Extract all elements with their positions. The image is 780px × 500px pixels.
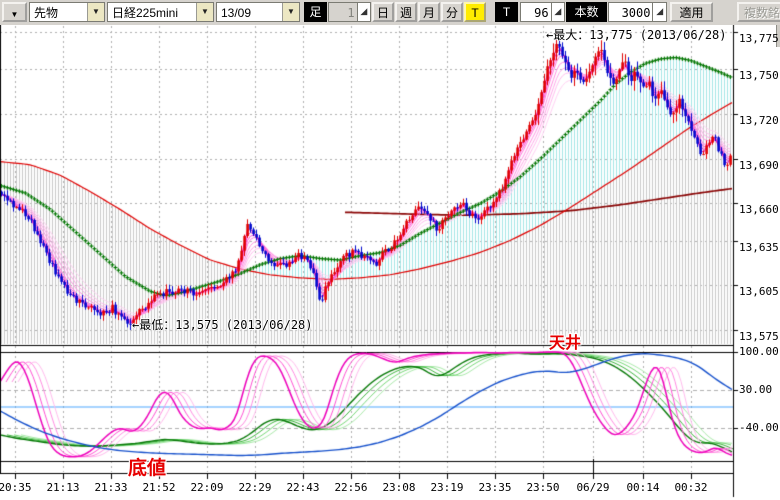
price-axis-label: 13,775 xyxy=(739,32,779,45)
spinner-icon[interactable]: ◢ xyxy=(653,2,667,22)
apply-button[interactable]: 適用 xyxy=(670,2,713,22)
time-axis-label: 23:08 xyxy=(382,481,416,494)
time-axis-label: 22:56 xyxy=(334,481,368,494)
time-axis-label: 21:52 xyxy=(142,481,176,494)
chevron-down-icon: ▼ xyxy=(10,10,19,19)
spinner-icon[interactable]: ◢ xyxy=(357,2,371,22)
toolbar: ▼ 先物 ▼ 日経225mini ▼ 13/09 ▼ 足 1 ◢ 日 週 月 分… xyxy=(0,0,780,26)
window-edge-fragment xyxy=(776,25,780,47)
period-week-button[interactable]: 週 xyxy=(395,2,417,22)
price-axis-label: 13,660 xyxy=(739,203,779,217)
time-axis-label: 00:32 xyxy=(674,481,708,494)
interval-stepper[interactable]: 1 ◢ xyxy=(328,2,371,22)
time-axis-label: 22:09 xyxy=(190,481,224,494)
price-axis-label: 13,575 xyxy=(739,330,779,343)
contract-month-value: 13/09 xyxy=(221,6,252,20)
symbol-select[interactable]: 日経225mini ▼ xyxy=(107,2,214,22)
time-axis-label: 06/29 xyxy=(576,481,610,494)
period-tick-button[interactable]: T xyxy=(464,2,486,22)
min-price-annotation: ←最低：13,575 (2013/06/28) xyxy=(132,318,313,332)
interval-input[interactable]: 1 xyxy=(328,2,358,22)
chart-canvas[interactable] xyxy=(0,25,780,500)
time-axis-label: 23:35 xyxy=(478,481,512,494)
period-day-button[interactable]: 日 xyxy=(372,2,394,22)
period-month-button[interactable]: 月 xyxy=(418,2,440,22)
symbol-value: 日経225mini xyxy=(112,6,179,20)
bottom-annotation: 底値 xyxy=(128,457,167,479)
time-axis-label: 00:14 xyxy=(626,481,660,494)
price-axis-label: 13,750 xyxy=(739,69,779,83)
time-axis-label: 23:19 xyxy=(430,481,464,494)
time-axis-label: 21:33 xyxy=(94,481,128,494)
price-axis-label: 13,635 xyxy=(739,240,779,254)
price-axis-label: 13,720 xyxy=(739,113,779,127)
collapse-toolbar-button[interactable]: ▼ xyxy=(2,2,27,22)
multi-symbol-button[interactable]: 複数銘柄 xyxy=(737,2,780,22)
contract-month-select[interactable]: 13/09 ▼ xyxy=(216,2,300,22)
oscillator-axis-label: -40.00 xyxy=(739,421,779,435)
bars-input[interactable]: 3000 xyxy=(608,2,654,22)
time-axis-label: 21:13 xyxy=(46,481,80,494)
category-select[interactable]: 先物 ▼ xyxy=(29,2,105,22)
tick-count-input[interactable]: 96 xyxy=(520,2,552,22)
time-axis-label: 22:43 xyxy=(286,481,320,494)
tick-count-stepper[interactable]: 96 ◢ xyxy=(520,2,565,22)
bars-label: 本数 xyxy=(566,2,607,22)
period-minute-button[interactable]: 分 xyxy=(441,2,463,22)
tick-count-label: T xyxy=(495,2,518,22)
chevron-down-icon[interactable]: ▼ xyxy=(282,3,299,21)
spinner-icon[interactable]: ◢ xyxy=(551,2,565,22)
category-value: 先物 xyxy=(34,6,59,20)
max-price-annotation: ←最大：13,775 (2013/06/28) xyxy=(546,28,727,42)
price-axis-label: 13,605 xyxy=(739,285,779,299)
price-axis-label: 13,690 xyxy=(739,158,779,172)
bars-stepper[interactable]: 3000 ◢ xyxy=(608,2,667,22)
time-axis-label: 22:29 xyxy=(238,481,272,494)
chevron-down-icon[interactable]: ▼ xyxy=(87,3,104,21)
ceiling-annotation: 天井 xyxy=(549,333,582,352)
time-axis-label: 20:35 xyxy=(0,481,32,494)
oscillator-axis-label: 30.00 xyxy=(739,383,773,397)
timeframe-label: 足 xyxy=(304,2,327,22)
chevron-down-icon[interactable]: ▼ xyxy=(196,3,213,21)
time-axis-label: 23:50 xyxy=(526,481,560,494)
oscillator-axis-label: 100.00 xyxy=(739,345,779,358)
